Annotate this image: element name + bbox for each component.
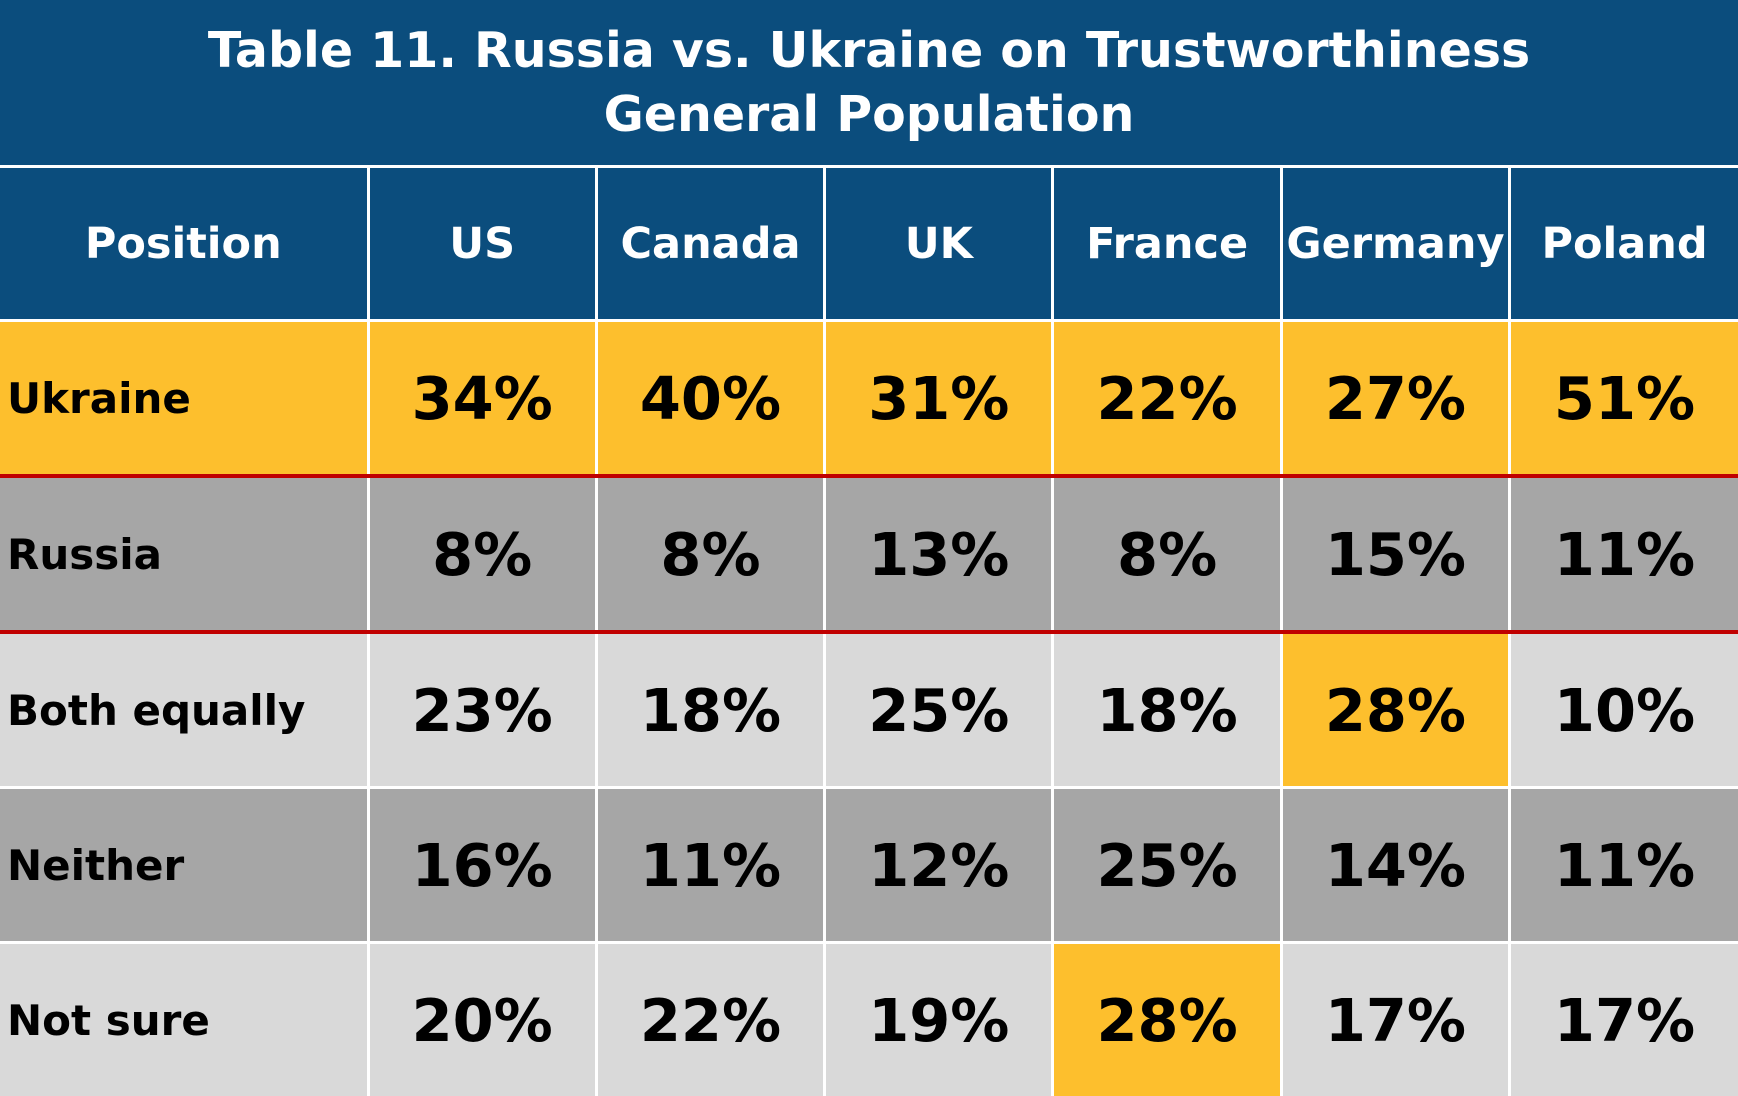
cell-value: 13%: [825, 476, 1053, 632]
header-row: Position US Canada UK France Germany Pol…: [0, 167, 1738, 321]
row-label: Neither: [0, 788, 368, 943]
column-header-uk: UK: [825, 167, 1053, 321]
cell-value: 11%: [1510, 788, 1738, 943]
cell-value: 19%: [825, 943, 1053, 1096]
column-header-us: US: [368, 167, 596, 321]
cell-value: 16%: [368, 788, 596, 943]
cell-value: 17%: [1281, 943, 1509, 1096]
cell-value: 8%: [1053, 476, 1281, 632]
cell-value: 8%: [368, 476, 596, 632]
column-header-france: France: [1053, 167, 1281, 321]
column-header-position: Position: [0, 167, 368, 321]
cell-value-highlighted: 28%: [1281, 632, 1509, 788]
table-row-ukraine: Ukraine 34% 40% 31% 22% 27% 51%: [0, 321, 1738, 477]
cell-value: 14%: [1281, 788, 1509, 943]
cell-value: 23%: [368, 632, 596, 788]
cell-value: 22%: [1053, 321, 1281, 477]
table-row-both-equally: Both equally 23% 18% 25% 18% 28% 10%: [0, 632, 1738, 788]
row-label: Not sure: [0, 943, 368, 1096]
cell-value: 25%: [825, 632, 1053, 788]
cell-value: 10%: [1510, 632, 1738, 788]
row-label: Russia: [0, 476, 368, 632]
results-table: Position US Canada UK France Germany Pol…: [0, 165, 1738, 1096]
row-label: Ukraine: [0, 321, 368, 477]
row-label: Both equally: [0, 632, 368, 788]
table-subtitle: General Population: [604, 83, 1135, 147]
cell-value: 11%: [1510, 476, 1738, 632]
column-header-canada: Canada: [596, 167, 824, 321]
cell-value: 11%: [596, 788, 824, 943]
cell-value: 12%: [825, 788, 1053, 943]
cell-value: 25%: [1053, 788, 1281, 943]
table-title: Table 11. Russia vs. Ukraine on Trustwor…: [208, 19, 1530, 83]
cell-value-highlighted: 28%: [1053, 943, 1281, 1096]
cell-value: 27%: [1281, 321, 1509, 477]
cell-value: 18%: [1053, 632, 1281, 788]
cell-value: 31%: [825, 321, 1053, 477]
cell-value: 8%: [596, 476, 824, 632]
cell-value: 15%: [1281, 476, 1509, 632]
column-header-germany: Germany: [1281, 167, 1509, 321]
column-header-poland: Poland: [1510, 167, 1738, 321]
cell-value: 22%: [596, 943, 824, 1096]
cell-value: 51%: [1510, 321, 1738, 477]
cell-value: 18%: [596, 632, 824, 788]
title-bar: Table 11. Russia vs. Ukraine on Trustwor…: [0, 0, 1738, 165]
table-row-russia: Russia 8% 8% 13% 8% 15% 11%: [0, 476, 1738, 632]
cell-value: 34%: [368, 321, 596, 477]
table-row-neither: Neither 16% 11% 12% 25% 14% 11%: [0, 788, 1738, 943]
cell-value: 20%: [368, 943, 596, 1096]
cell-value: 40%: [596, 321, 824, 477]
cell-value: 17%: [1510, 943, 1738, 1096]
table-row-not-sure: Not sure 20% 22% 19% 28% 17% 17%: [0, 943, 1738, 1096]
